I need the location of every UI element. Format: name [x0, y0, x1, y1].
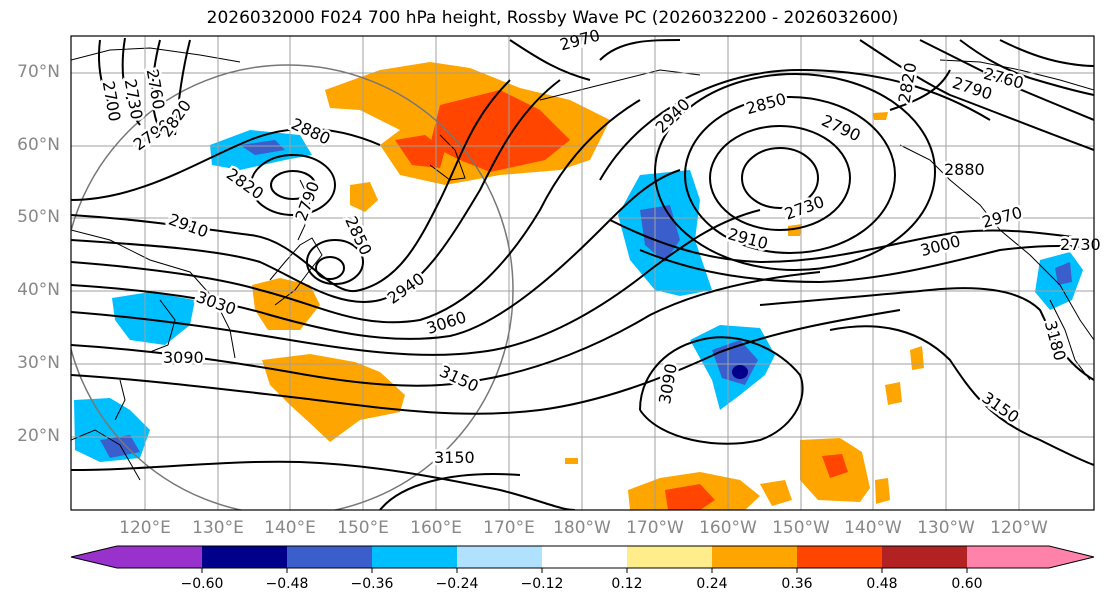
- lon-label: 180°W: [553, 518, 611, 538]
- colorbar-segment: [797, 546, 882, 568]
- colorbar-tick-label: −0.24: [435, 576, 479, 592]
- colorbar-segment: [712, 546, 797, 568]
- graticule: [71, 36, 1094, 510]
- lon-label: 150°W: [772, 518, 830, 538]
- lon-label: 120°W: [990, 518, 1048, 538]
- colorbar-segment: [202, 546, 287, 568]
- contour-label: 3090: [163, 348, 204, 367]
- reference-circle: [71, 64, 514, 510]
- map-title: 2026032000 F024 700 hPa height, Rossby W…: [206, 8, 899, 28]
- colorbar-tick-label: −0.36: [350, 576, 394, 592]
- lat-label: 50°N: [17, 207, 60, 227]
- colorbar-tick-label: 0.48: [866, 576, 898, 592]
- lon-label: 130°E: [192, 518, 244, 538]
- lat-label: 40°N: [17, 280, 60, 300]
- lon-label: 140°E: [264, 518, 316, 538]
- colorbar-segment: [542, 546, 627, 568]
- colorbar-tick-label: 0.24: [696, 576, 728, 592]
- colorbar-segment: [627, 546, 712, 568]
- contour-label: 2730: [1060, 235, 1101, 254]
- colorbar-segment: [372, 546, 457, 568]
- colorbar-segment: [117, 546, 202, 568]
- lon-label: 160°E: [410, 518, 462, 538]
- contour-label: 2880: [944, 160, 985, 179]
- lon-label: 120°E: [119, 518, 171, 538]
- colorbar-tick-label: 0.12: [611, 576, 643, 592]
- lon-label: 170°E: [483, 518, 535, 538]
- colorbar-tick-label: −0.60: [180, 576, 224, 592]
- lon-label: 140°W: [844, 518, 902, 538]
- colorbar-tick-label: −0.48: [265, 576, 309, 592]
- colorbar-segment: [967, 546, 1049, 568]
- colorbar-extend-min: [71, 546, 117, 568]
- lat-label: 70°N: [17, 62, 60, 82]
- lat-label: 30°N: [17, 353, 60, 373]
- colorbar-tick-label: 0.36: [781, 576, 813, 592]
- coastlines: [71, 47, 1094, 481]
- height-contours: [71, 37, 1094, 510]
- colorbar-segment: [287, 546, 372, 568]
- colorbar-outline: [70, 545, 1095, 569]
- colorbar-extend-max: [1049, 546, 1094, 568]
- lon-label: 170°W: [626, 518, 684, 538]
- colorbar-segment: [457, 546, 542, 568]
- colorbar-tick-label: −0.12: [520, 576, 564, 592]
- lon-label: 130°W: [917, 518, 975, 538]
- colorbar-tick-label: 0.60: [951, 576, 983, 592]
- colorbar-segment: [882, 546, 967, 568]
- contour-label: 3150: [434, 448, 475, 467]
- lon-label: 150°E: [337, 518, 389, 538]
- lat-label: 60°N: [17, 135, 60, 155]
- lon-label: 160°W: [699, 518, 757, 538]
- lat-label: 20°N: [17, 426, 60, 446]
- map-frame: [70, 35, 1095, 511]
- anomaly-shading: [74, 62, 1083, 510]
- colorbar: [70, 545, 1095, 573]
